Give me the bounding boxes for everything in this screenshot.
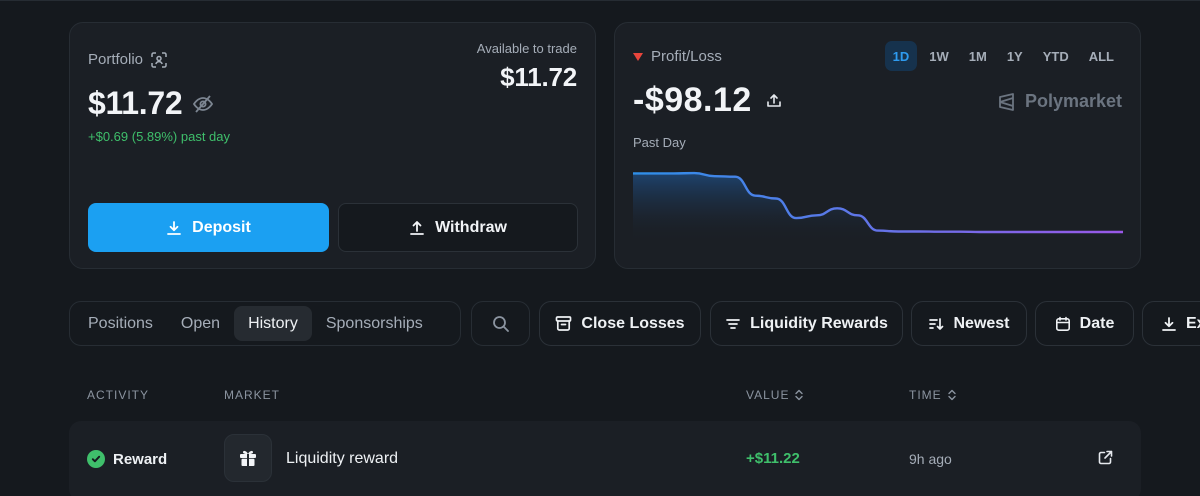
top-divider <box>0 0 1200 1</box>
column-header-time[interactable]: TIME <box>909 388 957 402</box>
pnl-period-label: Past Day <box>633 135 686 150</box>
pnl-value: -$98.12 <box>633 81 782 120</box>
close-losses-button[interactable]: Close Losses <box>539 301 701 346</box>
close-losses-label: Close Losses <box>581 314 685 332</box>
range-1m[interactable]: 1M <box>968 48 987 64</box>
history-tabs: Positions Open History Sponsorships <box>69 301 461 346</box>
value-header-label: VALUE <box>746 388 790 402</box>
liquidity-rewards-label: Liquidity Rewards <box>750 314 888 332</box>
market-thumbnail <box>224 434 272 482</box>
market-label[interactable]: Liquidity reward <box>286 450 399 467</box>
search-icon <box>492 315 510 333</box>
external-link-icon[interactable] <box>1098 450 1113 465</box>
activity-cell: Reward <box>87 450 167 468</box>
sort-toggle-icon <box>947 389 957 401</box>
polymarket-logo-icon <box>997 92 1017 112</box>
range-all[interactable]: ALL <box>1088 48 1114 64</box>
eye-off-icon[interactable] <box>192 93 214 115</box>
table-row[interactable]: Reward Liquidity reward +$11.22 9h ago <box>69 421 1141 496</box>
activity-label: Reward <box>113 450 168 468</box>
column-header-activity: ACTIVITY <box>87 388 149 402</box>
calendar-icon <box>1055 316 1071 332</box>
portfolio-value-text: $11.72 <box>88 85 183 121</box>
deposit-button[interactable]: Deposit <box>88 203 329 252</box>
pnl-chart <box>633 171 1123 243</box>
range-selector: 1D 1W 1M 1Y YTD ALL <box>884 41 1122 71</box>
range-1w[interactable]: 1W <box>929 48 949 64</box>
portfolio-change: +$0.69 (5.89%) past day <box>88 129 231 144</box>
column-header-value[interactable]: VALUE <box>746 388 804 402</box>
market-header-label: MARKET <box>224 388 281 402</box>
portfolio-title: Portfolio <box>88 51 167 68</box>
upload-icon <box>409 220 425 236</box>
portfolio-value: $11.72 <box>88 85 214 122</box>
portfolio-card: Portfolio $11.72 +$0.69 (5.89%) past day… <box>69 22 596 269</box>
face-scan-icon[interactable] <box>151 51 167 68</box>
share-icon[interactable] <box>766 93 782 109</box>
withdraw-label: Withdraw <box>435 218 507 236</box>
filter-icon <box>725 316 741 332</box>
tab-sponsorships[interactable]: Sponsorships <box>325 314 423 332</box>
pnl-chart-area <box>633 173 1123 243</box>
available-label: Available to trade <box>476 41 577 56</box>
profit-loss-card: Profit/Loss 1D 1W 1M 1Y YTD ALL -$98.12 … <box>614 22 1141 269</box>
export-button[interactable]: Ex <box>1142 301 1200 346</box>
range-1y[interactable]: 1Y <box>1006 48 1023 64</box>
time-header-label: TIME <box>909 388 942 402</box>
column-header-market: MARKET <box>224 388 280 402</box>
available-to-trade: Available to trade $11.72 <box>477 41 577 93</box>
sort-toggle-icon <box>794 389 804 401</box>
deposit-label: Deposit <box>192 218 251 236</box>
download-icon <box>166 220 182 236</box>
search-button[interactable] <box>471 301 530 346</box>
check-circle-icon <box>87 450 105 468</box>
liquidity-rewards-filter[interactable]: Liquidity Rewards <box>710 301 903 346</box>
tab-open[interactable]: Open <box>180 314 221 332</box>
gift-icon <box>238 448 258 468</box>
tab-history[interactable]: History <box>234 306 312 341</box>
time-cell: 9h ago <box>909 451 952 467</box>
available-value: $11.72 <box>500 62 577 92</box>
down-triangle-icon <box>633 52 643 61</box>
download-icon <box>1161 316 1177 332</box>
polymarket-label: Polymarket <box>1024 91 1122 111</box>
date-label: Date <box>1079 314 1115 332</box>
polymarket-brand: Polymarket <box>997 91 1122 112</box>
pnl-title: Profit/Loss <box>633 48 722 65</box>
pnl-title-label: Profit/Loss <box>651 48 722 65</box>
sort-icon <box>928 316 944 332</box>
portfolio-title-label: Portfolio <box>88 51 144 68</box>
value-cell: +$11.22 <box>746 450 800 467</box>
pnl-value-text: -$98.12 <box>633 81 752 119</box>
withdraw-button[interactable]: Withdraw <box>338 203 578 252</box>
tab-positions[interactable]: Positions <box>88 314 153 332</box>
activity-header-label: ACTIVITY <box>87 388 150 402</box>
pnl-chart-line <box>633 171 1123 234</box>
export-label: Ex <box>1186 314 1200 332</box>
sort-newest-button[interactable]: Newest <box>911 301 1027 346</box>
date-filter-button[interactable]: Date <box>1035 301 1134 346</box>
archive-icon <box>555 315 572 332</box>
range-1d[interactable]: 1D <box>884 41 918 71</box>
range-ytd[interactable]: YTD <box>1042 48 1069 64</box>
newest-label: Newest <box>953 314 1010 332</box>
